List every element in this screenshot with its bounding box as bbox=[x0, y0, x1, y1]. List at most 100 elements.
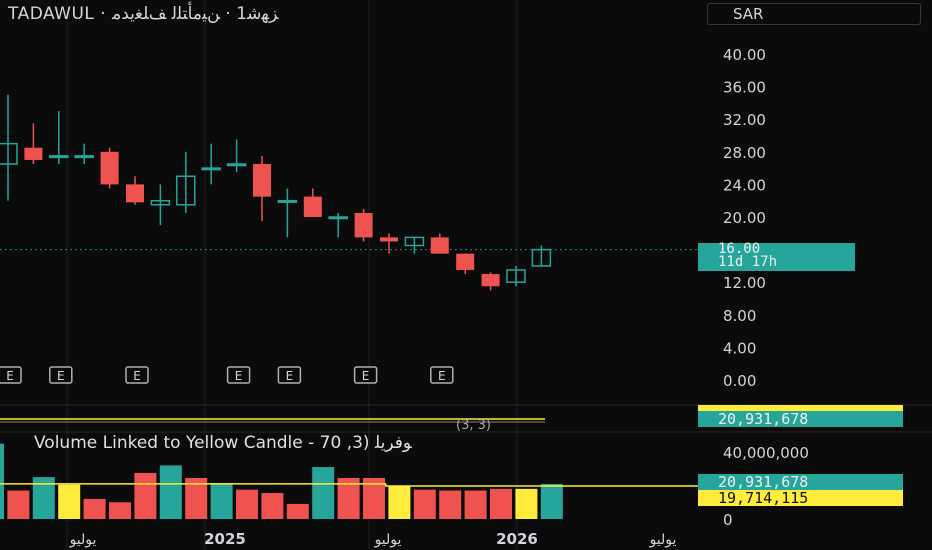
earnings-marker-box bbox=[353, 366, 378, 384]
earnings-marker-label: E bbox=[438, 369, 446, 383]
candle-body bbox=[354, 212, 373, 238]
earnings-marker-label: E bbox=[362, 369, 370, 383]
earnings-marker-box bbox=[0, 366, 22, 384]
candle-body bbox=[303, 196, 322, 217]
volume-bar bbox=[363, 477, 385, 519]
last-volume-tag: 20,931,678 bbox=[698, 474, 903, 490]
price-axis-tick-label: 36.00 bbox=[723, 79, 766, 97]
candle-body bbox=[430, 237, 449, 254]
candle-body bbox=[481, 274, 500, 287]
volume-bar bbox=[109, 502, 131, 519]
candle-body bbox=[49, 155, 69, 159]
candle bbox=[24, 123, 43, 165]
price-axis-tick-label: 12.00 bbox=[723, 274, 766, 292]
indicator-yellow-tag bbox=[698, 405, 903, 411]
candle-body bbox=[150, 199, 171, 206]
volume-bar bbox=[540, 483, 563, 519]
candle bbox=[0, 94, 18, 201]
candle bbox=[253, 155, 271, 222]
candle bbox=[49, 111, 69, 165]
earnings-marker: E bbox=[430, 366, 454, 384]
candle-body bbox=[0, 142, 18, 165]
earnings-marker-label: E bbox=[57, 369, 65, 383]
time-axis-label: يوليو bbox=[374, 532, 402, 548]
candle bbox=[201, 143, 221, 185]
volume-axis-tick-label: 40,000,000 bbox=[723, 444, 809, 462]
volume-bar bbox=[32, 477, 55, 519]
price-axis-tick-label: 24.00 bbox=[723, 176, 766, 194]
earnings-marker-box bbox=[49, 366, 73, 384]
earnings-marker: E bbox=[277, 366, 302, 384]
candle-body bbox=[226, 163, 247, 167]
candle-body bbox=[531, 248, 552, 267]
earnings-marker: E bbox=[353, 366, 378, 384]
candle bbox=[380, 233, 398, 254]
indicator-last-value-tag: 20,931,678 bbox=[698, 411, 903, 427]
volume-bar bbox=[185, 477, 208, 519]
candle bbox=[506, 265, 526, 287]
volume-bar bbox=[58, 484, 81, 519]
currency-selector[interactable]: SAR bbox=[707, 3, 921, 25]
volume-bar bbox=[236, 489, 258, 519]
volume-bar bbox=[83, 498, 106, 519]
volume-bar bbox=[7, 490, 30, 519]
candle-body bbox=[404, 236, 425, 247]
candle-body bbox=[24, 147, 43, 160]
price-axis-tick-label: 28.00 bbox=[723, 144, 766, 162]
volume-bar bbox=[464, 490, 487, 519]
candle-body bbox=[506, 269, 526, 283]
candle-body bbox=[277, 199, 298, 203]
volume-bar bbox=[312, 467, 335, 519]
volume-bar bbox=[439, 490, 462, 519]
indicator-params-label: (3, 3) bbox=[456, 418, 491, 433]
candle bbox=[303, 188, 322, 217]
candle bbox=[404, 236, 425, 254]
earnings-marker-label: E bbox=[235, 369, 243, 383]
candle-body bbox=[328, 216, 348, 220]
volume-indicator-title[interactable]: Volume Linked to Yellow Candle - 70 ,3) … bbox=[34, 433, 412, 453]
price-axis-tick-label: 32.00 bbox=[723, 111, 766, 129]
volume-bar bbox=[337, 477, 360, 519]
volume-bar bbox=[286, 503, 309, 519]
candle-body bbox=[126, 184, 144, 203]
earnings-marker-box bbox=[277, 366, 302, 384]
candle-body bbox=[253, 164, 271, 197]
candle bbox=[481, 272, 500, 291]
price-axis-tick-label: 0.00 bbox=[723, 372, 756, 390]
volume-bar bbox=[388, 485, 411, 519]
time-axis-label: يوليو bbox=[649, 532, 677, 548]
candle bbox=[150, 184, 171, 226]
price-axis-tick-label: 8.00 bbox=[723, 307, 756, 325]
last-price-tag: 16.00 11d 17h bbox=[698, 242, 855, 271]
volume-bar bbox=[413, 489, 436, 519]
candle bbox=[531, 245, 552, 267]
candle bbox=[226, 139, 247, 173]
candle bbox=[176, 151, 196, 213]
volume-axis-tick-label: 0 bbox=[723, 511, 733, 529]
price-axis-tick-label: 4.00 bbox=[723, 339, 756, 357]
candle-body bbox=[380, 237, 398, 242]
time-axis-label: 2026 bbox=[496, 530, 538, 548]
yellow-line-tag: 19,714,115 bbox=[698, 490, 903, 506]
candle bbox=[74, 143, 94, 165]
candle bbox=[430, 233, 449, 254]
candle-body bbox=[456, 253, 475, 270]
earnings-marker: E bbox=[49, 366, 73, 384]
candle bbox=[100, 147, 119, 189]
earnings-marker-label: E bbox=[286, 369, 294, 383]
candle-body bbox=[176, 175, 196, 206]
symbol-title[interactable]: TADAWUL · ﺰﻬﺷ1 · ﻦﻴﻣﺄﺘﻠﻟ ﻒﻠﻐﻳﺪﻣ bbox=[8, 4, 279, 24]
earnings-marker-label: E bbox=[133, 369, 141, 383]
volume-bar bbox=[490, 488, 512, 519]
price-axis-tick-label: 40.00 bbox=[723, 46, 766, 64]
earnings-marker-box bbox=[125, 366, 149, 384]
volume-bar bbox=[210, 482, 233, 519]
volume-yellow-line bbox=[0, 483, 698, 487]
earnings-marker: E bbox=[125, 366, 149, 384]
earnings-marker-label: E bbox=[6, 369, 14, 383]
time-axis-label: 2025 bbox=[204, 530, 246, 548]
time-axis-label: يوليو bbox=[69, 532, 97, 548]
volume-bar bbox=[134, 472, 157, 519]
candle bbox=[328, 212, 348, 238]
